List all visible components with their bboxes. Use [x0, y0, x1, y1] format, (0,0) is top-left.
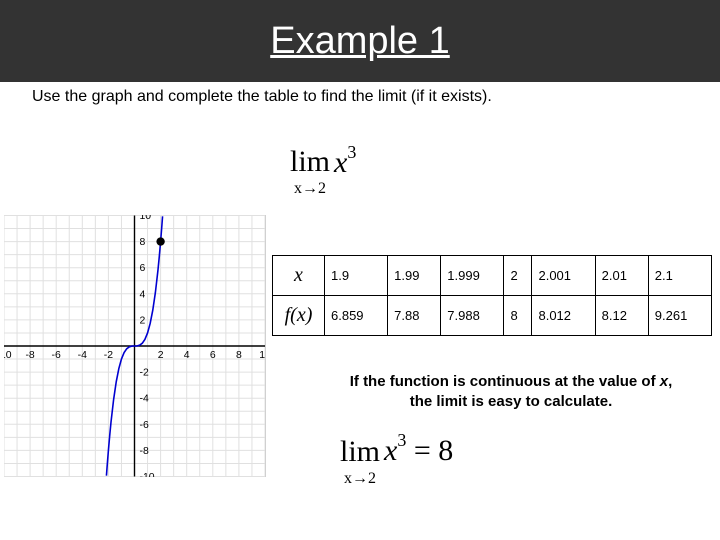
svg-text:-4: -4: [78, 350, 87, 361]
lim-word: lim: [290, 147, 330, 177]
row-header-x: x: [273, 256, 325, 296]
continuity-note: If the function is continuous at the val…: [316, 372, 706, 411]
lim-result: = 8: [406, 434, 453, 467]
table-cell: 8.012: [532, 296, 595, 336]
svg-text:-8: -8: [139, 446, 148, 457]
table-cell: 1.99: [388, 256, 441, 296]
limit-expression-1: lim x→2 x3: [290, 142, 356, 197]
svg-text:4: 4: [139, 289, 145, 300]
table-cell: 2.1: [648, 256, 711, 296]
svg-text:10: 10: [259, 350, 266, 361]
table-cell: 2.01: [595, 256, 648, 296]
lim-approach: x→2: [290, 181, 330, 197]
table-cell: 2: [504, 256, 532, 296]
table-cell: 6.859: [325, 296, 388, 336]
svg-text:-6: -6: [52, 350, 61, 361]
svg-text:-6: -6: [139, 420, 148, 431]
table-cell: 9.261: [648, 296, 711, 336]
table-row: x 1.9 1.99 1.999 2 2.001 2.01 2.1: [273, 256, 712, 296]
svg-text:2: 2: [158, 350, 164, 361]
lim-power: 3: [347, 142, 356, 162]
limit-expression-2: lim x→2 x3 = 8: [340, 430, 453, 487]
svg-text:6: 6: [139, 263, 145, 274]
values-table: x 1.9 1.99 1.999 2 2.001 2.01 2.1 f(x) 6…: [272, 255, 712, 336]
function-graph: -10 -8 -6 -4 -2 2 4 6 8 10 -10 -8 -6 -4 -2 2 4 6 8 10: [4, 215, 266, 477]
svg-text:2: 2: [139, 315, 145, 326]
svg-text:8: 8: [139, 237, 145, 248]
lim-power: 3: [397, 430, 406, 450]
svg-text:6: 6: [210, 350, 216, 361]
svg-text:-2: -2: [104, 350, 113, 361]
note-text: ,: [668, 373, 672, 390]
svg-text:8: 8: [236, 350, 242, 361]
row-header-fx: f(x): [273, 296, 325, 336]
svg-text:-10: -10: [139, 472, 154, 477]
table-cell: 1.999: [441, 256, 504, 296]
table-cell: 8: [504, 296, 532, 336]
lim-word: lim: [340, 437, 380, 467]
lim-approach: x→2: [340, 471, 380, 487]
note-text: the limit is easy to calculate.: [410, 393, 613, 410]
lim-var: x: [334, 146, 347, 179]
svg-text:4: 4: [184, 350, 190, 361]
table-cell: 8.12: [595, 296, 648, 336]
table-cell: 7.988: [441, 296, 504, 336]
table-cell: 2.001: [532, 256, 595, 296]
instruction-text: Use the graph and complete the table to …: [32, 88, 492, 106]
lim-var: x: [384, 434, 397, 467]
table-cell: 1.9: [325, 256, 388, 296]
page-title: Example 1: [270, 20, 450, 63]
table-cell: 7.88: [388, 296, 441, 336]
title-bar: Example 1: [0, 0, 720, 82]
svg-text:-10: -10: [4, 350, 12, 361]
svg-text:-2: -2: [139, 368, 148, 379]
svg-text:-4: -4: [139, 394, 148, 405]
svg-text:-8: -8: [25, 350, 34, 361]
note-text: If the function is continuous at the val…: [350, 373, 660, 390]
note-x: x: [660, 373, 668, 390]
svg-text:10: 10: [139, 215, 151, 222]
table-row: f(x) 6.859 7.88 7.988 8 8.012 8.12 9.261: [273, 296, 712, 336]
